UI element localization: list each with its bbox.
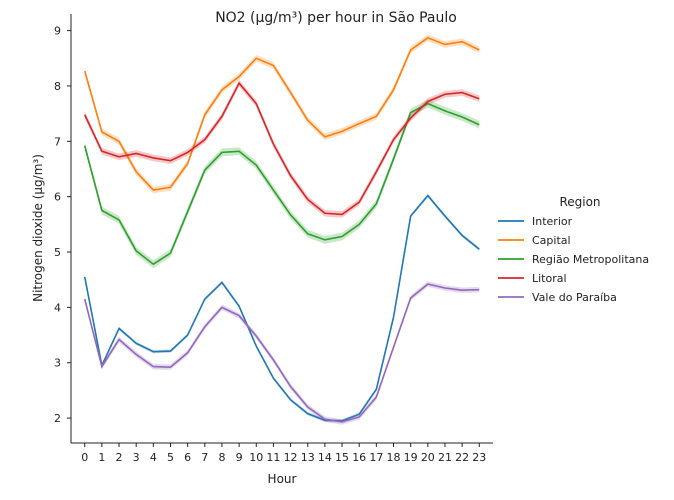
legend-label: Capital — [532, 234, 571, 247]
x-tick-label: 19 — [404, 451, 418, 464]
series-line-2 — [83, 102, 480, 266]
x-tick-label: 15 — [335, 451, 349, 464]
x-tick-label: 20 — [421, 451, 435, 464]
ci-band-4 — [84, 281, 480, 425]
legend-label: Região Metropolitana — [532, 253, 649, 266]
ci-band-3 — [84, 79, 480, 218]
x-axis-ticks: 0 1 2 3 4 5 6 7 8 9 10 11 12 13 14 15 16 17 18 19 20 21 22 23 — [81, 443, 486, 464]
y-axis-label: Nitrogen dioxide (µg/m³) — [31, 154, 45, 302]
x-tick-label: 16 — [352, 451, 366, 464]
x-tick-label: 22 — [455, 451, 469, 464]
ci-band-2 — [84, 99, 480, 269]
y-tick-label: 5 — [54, 246, 61, 259]
y-tick-label: 4 — [54, 301, 61, 314]
x-tick-label: 4 — [150, 451, 157, 464]
legend-label: Litoral — [532, 272, 567, 285]
series-line-3 — [83, 81, 480, 216]
series-line-4 — [83, 283, 480, 423]
x-tick-label: 8 — [218, 451, 225, 464]
y-tick-label: 3 — [54, 357, 61, 370]
x-tick-label: 0 — [81, 451, 88, 464]
x-tick-label: 10 — [249, 451, 263, 464]
x-axis-label: Hour — [268, 472, 297, 486]
y-tick-label: 9 — [54, 25, 61, 38]
x-tick-label: 23 — [472, 451, 486, 464]
y-axis-ticks: 2 3 4 5 6 7 8 9 — [54, 25, 71, 425]
y-tick-label: 2 — [54, 412, 61, 425]
x-tick-label: 21 — [438, 451, 452, 464]
plot-area — [83, 34, 480, 425]
series-line-1 — [83, 36, 480, 191]
x-tick-label: 13 — [301, 451, 315, 464]
x-tick-label: 18 — [387, 451, 401, 464]
y-tick-label: 7 — [54, 135, 61, 148]
x-tick-label: 7 — [201, 451, 208, 464]
y-tick-label: 6 — [54, 191, 61, 204]
x-tick-label: 12 — [284, 451, 298, 464]
series-line-0 — [83, 194, 480, 422]
x-tick-label: 1 — [98, 451, 105, 464]
legend-title: Region — [559, 195, 600, 209]
x-tick-label: 2 — [116, 451, 123, 464]
legend-label: Vale do Paraíba — [532, 291, 617, 304]
legend: Region Interior Capital Região Metropolita… — [498, 195, 649, 304]
x-tick-label: 17 — [369, 451, 383, 464]
x-tick-label: 9 — [236, 451, 243, 464]
x-tick-label: 3 — [133, 451, 140, 464]
x-tick-label: 11 — [266, 451, 280, 464]
chart-title: NO2 (µg/m³) per hour in São Paulo — [215, 10, 457, 26]
y-tick-label: 8 — [54, 80, 61, 93]
x-tick-label: 14 — [318, 451, 332, 464]
x-tick-label: 6 — [184, 451, 191, 464]
ci-band-1 — [84, 34, 480, 194]
legend-label: Interior — [532, 215, 573, 228]
x-tick-label: 5 — [167, 451, 174, 464]
